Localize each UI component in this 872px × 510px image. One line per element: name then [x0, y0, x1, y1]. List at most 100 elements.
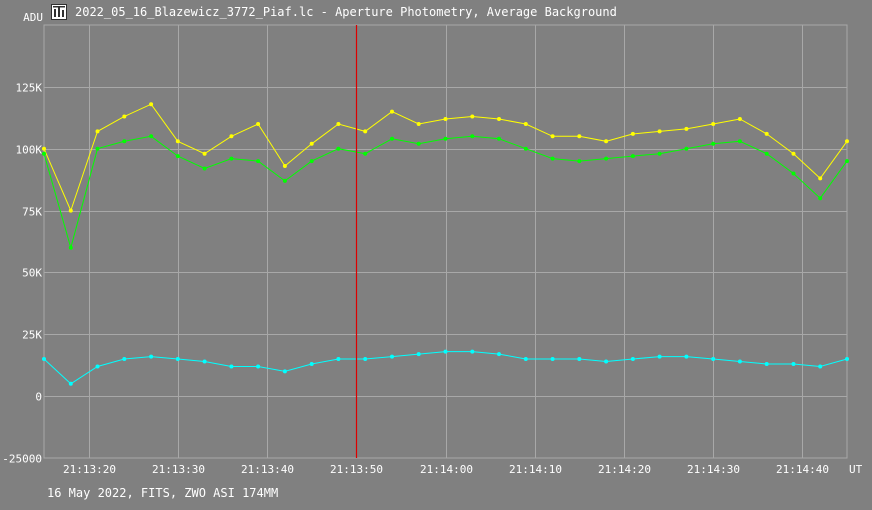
series-2-point	[630, 154, 635, 159]
series-2-point	[791, 171, 796, 176]
series-3-point	[791, 362, 796, 366]
series-2-point	[42, 151, 46, 156]
series-1-point	[711, 122, 716, 126]
data-series	[42, 102, 849, 386]
series-1-point	[577, 134, 582, 139]
series-1-point	[630, 131, 635, 136]
series-2-point	[229, 156, 234, 161]
x-tick-label: 21:13:30	[152, 463, 205, 476]
series-2-point	[764, 151, 769, 156]
x-tick-label: 21:13:20	[63, 463, 116, 476]
series-3-point	[550, 357, 555, 361]
series-3-point	[818, 364, 823, 369]
series-3-point	[523, 357, 528, 361]
series-2-point	[416, 141, 421, 146]
series-3-point	[684, 354, 689, 359]
series-2-point	[684, 146, 689, 151]
series-2-point	[363, 151, 368, 156]
series-2-point	[737, 139, 742, 144]
series-3-point	[309, 362, 314, 366]
series-1-point	[95, 129, 100, 134]
series-1-point	[845, 139, 849, 144]
series-2-point	[122, 139, 127, 144]
series-3-point	[256, 364, 261, 369]
series-1-point	[470, 114, 475, 119]
x-tick-label: 21:14:00	[420, 463, 473, 476]
series-1-point	[390, 109, 394, 114]
series-2-point	[470, 134, 475, 139]
title-bar: 2022_05_16_Blazewicz_3772_Piaf.lc - Aper…	[0, 0, 872, 24]
series-2-point	[390, 136, 394, 141]
series-2-point	[657, 151, 662, 156]
series-2-point	[95, 146, 100, 151]
series-1-point	[791, 151, 796, 156]
observation-info: 16 May 2022, FITS, ZWO ASI 174MM	[47, 486, 279, 500]
series-2-point	[604, 156, 609, 161]
series-3-point	[122, 357, 127, 361]
series-3-point	[282, 369, 287, 374]
series-1-point	[497, 117, 501, 121]
photometry-app-icon[interactable]	[51, 4, 67, 20]
series-1-point	[256, 122, 261, 126]
series-3-point	[202, 359, 207, 364]
plot-frame	[43, 24, 848, 459]
series-1-point	[523, 122, 528, 126]
series-1-point	[684, 126, 689, 131]
x-tick-label: 21:13:50	[330, 463, 383, 476]
series-3-point	[711, 357, 716, 361]
series-1-point	[309, 141, 314, 146]
series-3-point	[577, 357, 582, 361]
series-2-point	[68, 245, 73, 250]
series-3-point	[657, 354, 662, 359]
series-1-point	[818, 176, 823, 181]
y-axis-label: ADU	[23, 11, 43, 24]
series-2-point	[443, 136, 448, 141]
series-2-point	[149, 134, 154, 139]
series-3-point	[175, 357, 180, 361]
series-1-point	[550, 134, 555, 139]
series-1-point	[42, 146, 46, 151]
series-3-point	[470, 349, 475, 354]
y-tick-label: 75K	[22, 206, 42, 219]
series-3-point	[630, 357, 635, 361]
series-1-point	[202, 151, 207, 156]
series-2-point	[497, 136, 501, 141]
series-2-point	[309, 159, 314, 164]
series-1-point	[175, 139, 180, 144]
series-2-line	[43, 135, 848, 250]
series-3-point	[497, 352, 501, 357]
series-1-point	[657, 129, 662, 134]
x-tick-label: 21:14:40	[776, 463, 829, 476]
y-tick-label: 25K	[22, 329, 42, 342]
x-tick-label: 21:14:20	[598, 463, 651, 476]
series-3-point	[363, 357, 368, 361]
series-2-point	[336, 146, 341, 151]
series-1-point	[282, 164, 287, 168]
x-tick-label: 21:13:40	[241, 463, 294, 476]
series-1-point	[764, 131, 769, 136]
x-tick-label: 21:14:10	[509, 463, 562, 476]
series-2-point	[818, 196, 823, 201]
series-2-point	[175, 154, 180, 159]
series-1-point	[229, 134, 234, 139]
series-1-point	[604, 139, 609, 144]
series-2-point	[282, 178, 287, 183]
y-tick-label: 50K	[22, 267, 42, 280]
series-3-point	[149, 354, 154, 359]
series-3-point	[604, 359, 609, 364]
series-1-point	[336, 122, 341, 126]
series-2-point	[845, 159, 849, 164]
y-axis-ticks: 125K 100K 75K 50K 25K 0 -25000	[2, 82, 42, 466]
series-2-point	[550, 156, 555, 161]
y-tick-label: -25000	[2, 453, 42, 466]
x-axis-ticks: 21:13:20 21:13:30 21:13:40 21:13:50 21:14:00…	[63, 463, 829, 476]
series-1-point	[443, 117, 448, 121]
series-3-point	[42, 357, 46, 361]
x-tick-label: 21:14:30	[687, 463, 740, 476]
series-2-point	[523, 146, 528, 151]
grid-lines	[43, 24, 848, 459]
series-1-point	[122, 114, 127, 119]
series-1-point	[68, 208, 73, 213]
